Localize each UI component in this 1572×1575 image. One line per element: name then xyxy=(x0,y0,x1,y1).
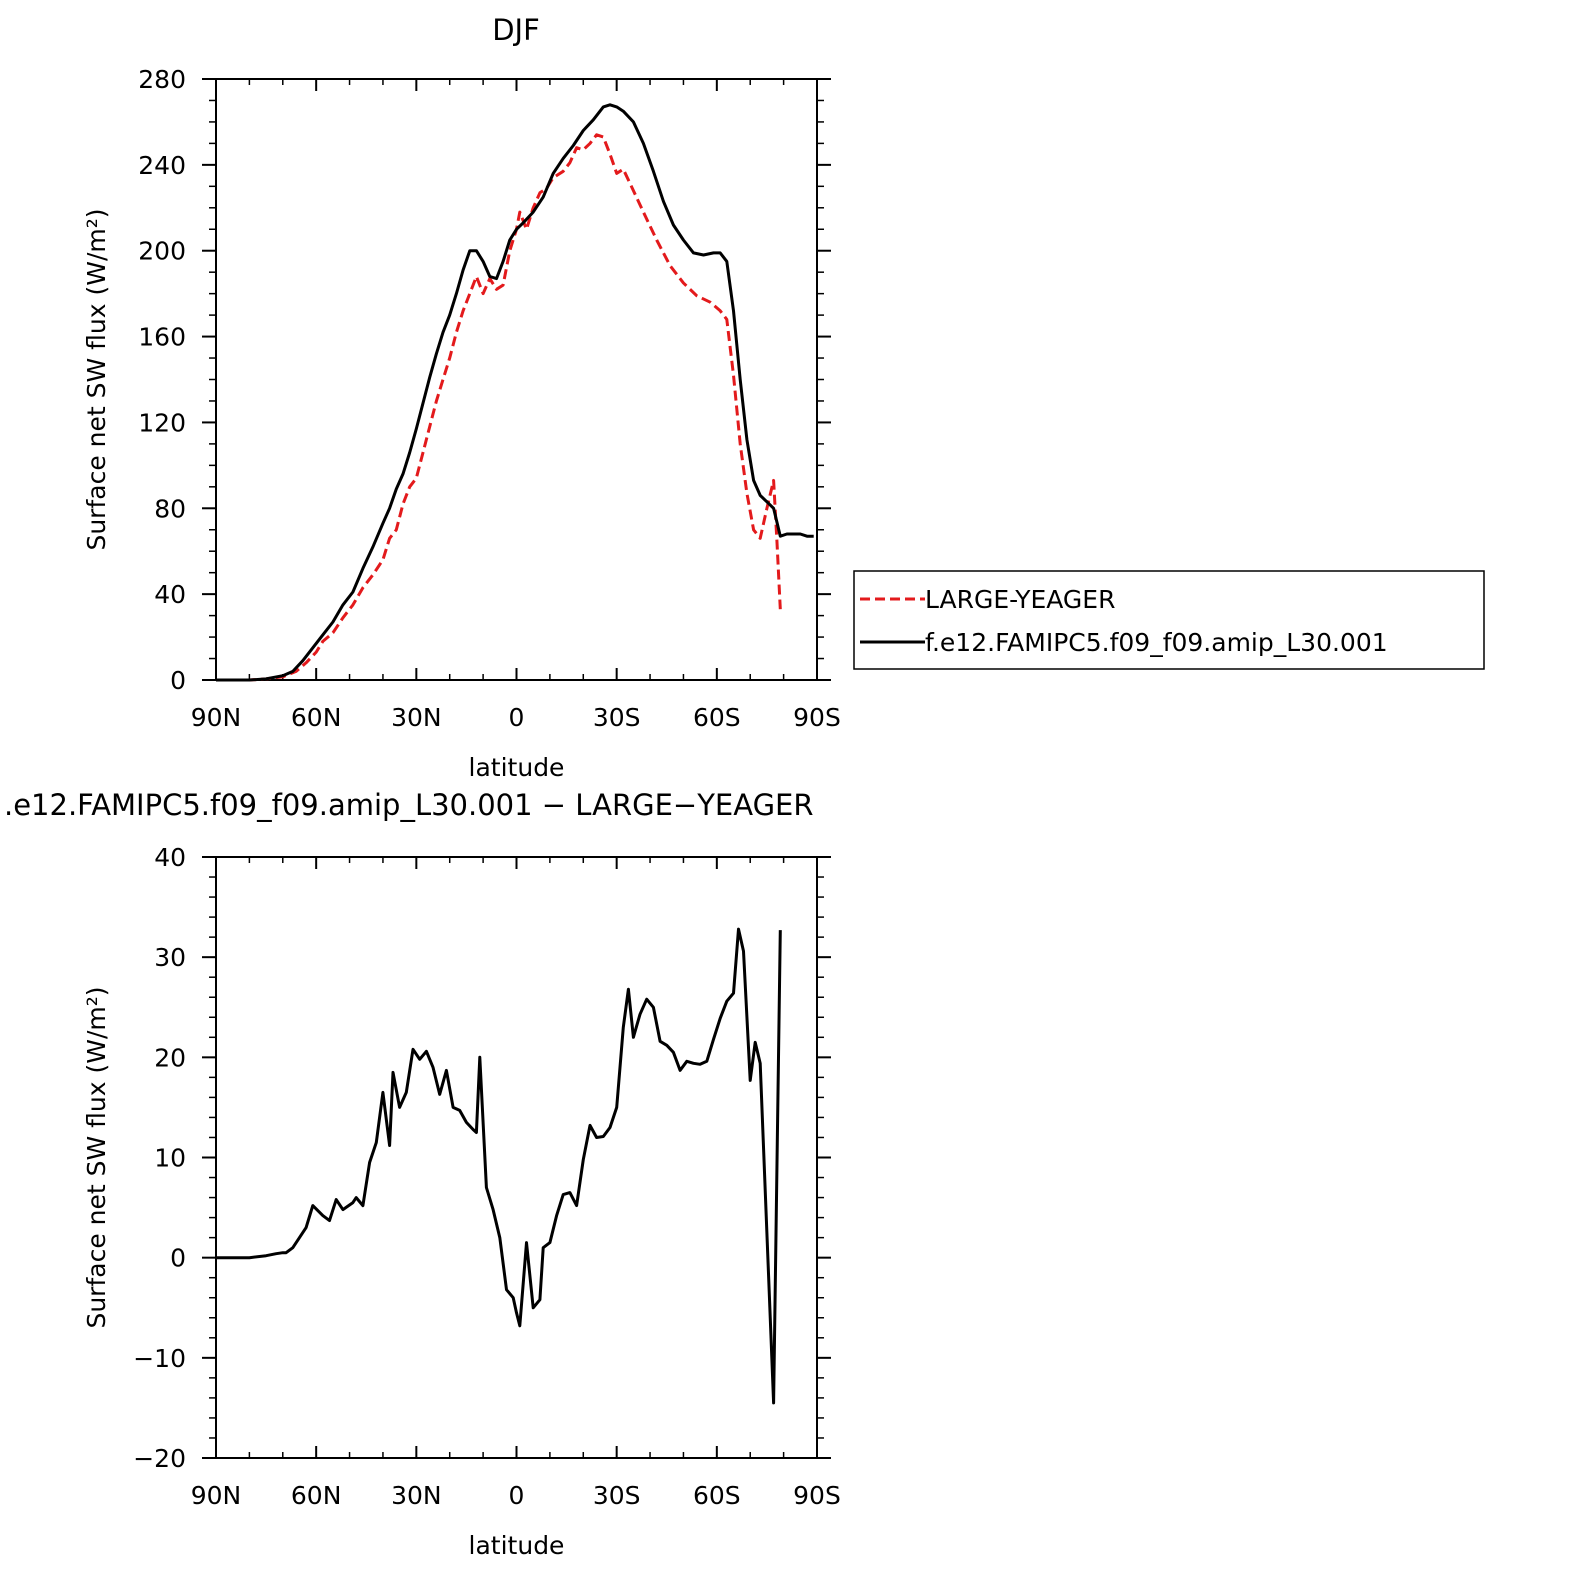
x-tick-label: 60S xyxy=(693,703,741,732)
x-tick-label: 0 xyxy=(509,1481,525,1510)
y-axis-label: Surface net SW flux (W/m²) xyxy=(82,986,111,1328)
top-panel: 90N 60N 30N 0 30S 60S 90S 0 40 80 120 160 200 240 280 l… xyxy=(82,65,841,782)
plot-frame xyxy=(215,856,818,1459)
series-line-1 xyxy=(216,103,814,682)
x-tick-label: 60N xyxy=(291,1481,342,1510)
bottom-panel-title: .e12.FAMIPC5.f09_f09.amip_L30.001 − LARG… xyxy=(4,788,814,822)
legend-box xyxy=(853,570,1485,670)
x-tick-label: 90N xyxy=(191,703,242,732)
y-tick-label: 10 xyxy=(154,1144,186,1173)
y-tick-label: 30 xyxy=(154,943,186,972)
y-tick-label: 240 xyxy=(138,151,186,180)
y-tick-label: −20 xyxy=(133,1444,186,1473)
legend-label-model: f.e12.FAMIPC5.f09_f09.amip_L30.001 xyxy=(925,628,1388,657)
y-tick-label: 20 xyxy=(154,1043,186,1072)
x-tick-label: 60S xyxy=(693,1481,741,1510)
y-tick-label: 200 xyxy=(138,237,186,266)
x-tick-label: 60N xyxy=(291,703,342,732)
y-tick-label: 160 xyxy=(138,323,186,352)
y-tick-label: 40 xyxy=(154,843,186,872)
y-axis-label: Surface net SW flux (W/m²) xyxy=(82,208,111,550)
y-tick-label: 80 xyxy=(154,494,186,523)
y-tick-label: 0 xyxy=(170,666,186,695)
x-tick-label: 30N xyxy=(391,1481,442,1510)
y-tick-label: 280 xyxy=(138,65,186,94)
bottom-panel: 90N 60N 30N 0 30S 60S 90S −20 −10 0 10 20 30 40 latitu… xyxy=(82,843,841,1560)
x-tick-label: 90S xyxy=(793,703,841,732)
legend: LARGE-YEAGER f.e12.FAMIPC5.f09_f09.amip_… xyxy=(853,570,1485,670)
y-tick-label: −10 xyxy=(133,1344,186,1373)
y-tick-label: 40 xyxy=(154,580,186,609)
y-tick-label: 120 xyxy=(138,408,186,437)
legend-label-large-yeager: LARGE-YEAGER xyxy=(925,585,1115,614)
x-tick-label: 0 xyxy=(509,703,525,732)
plot-frame xyxy=(215,78,818,681)
x-tick-label: 90S xyxy=(793,1481,841,1510)
top-panel-title: DJF xyxy=(492,13,540,47)
series-line-0 xyxy=(216,133,782,682)
series-line-0 xyxy=(216,927,782,1405)
x-axis-label: latitude xyxy=(469,1531,565,1560)
x-tick-label: 30S xyxy=(593,1481,641,1510)
y-tick-label: 0 xyxy=(170,1244,186,1273)
x-tick-label: 90N xyxy=(191,1481,242,1510)
x-tick-label: 30N xyxy=(391,703,442,732)
x-tick-label: 30S xyxy=(593,703,641,732)
x-axis-label: latitude xyxy=(469,753,565,782)
